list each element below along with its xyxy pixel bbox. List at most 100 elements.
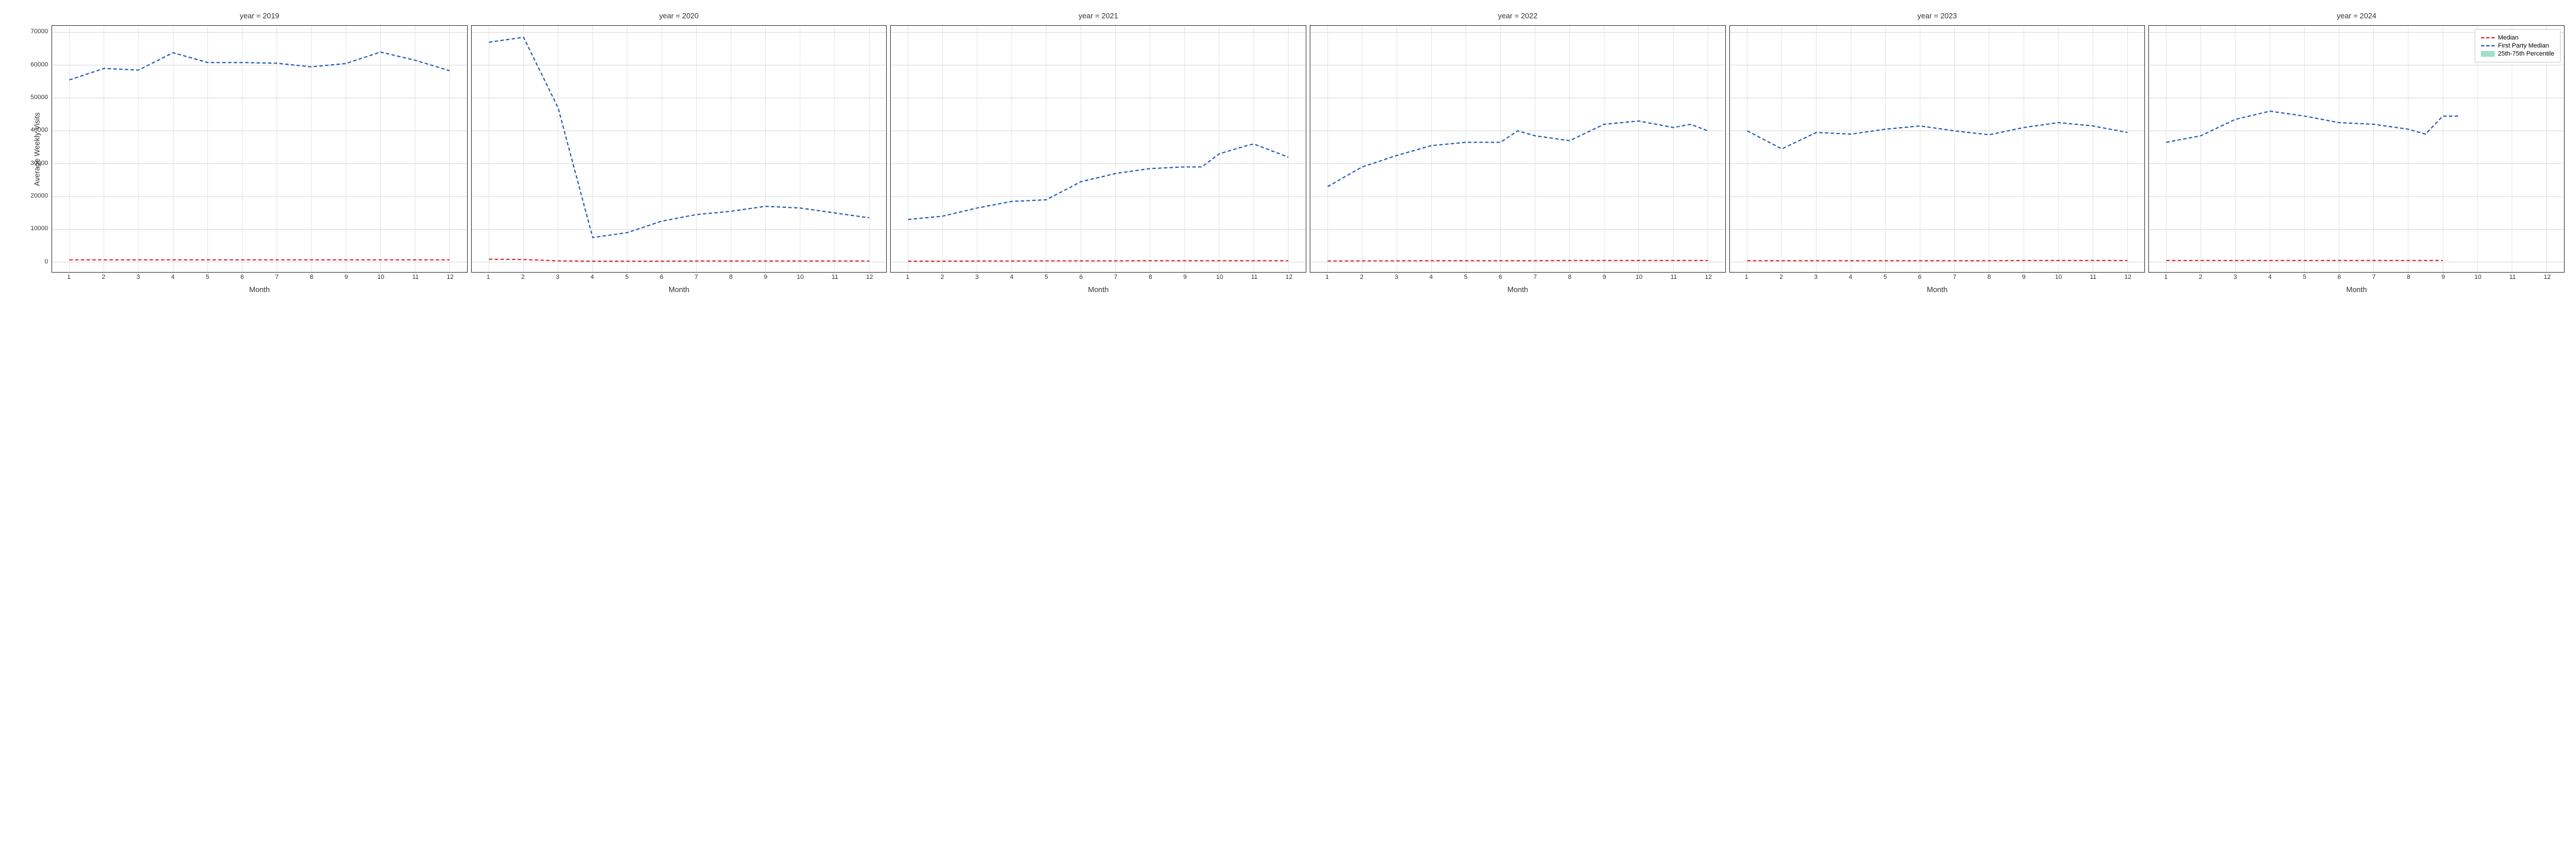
x-tick-label: 11 xyxy=(412,274,418,281)
x-tick-label: 7 xyxy=(275,274,279,281)
x-tick-label: 2 xyxy=(521,274,524,281)
x-tick-label: 6 xyxy=(1918,274,1922,281)
plot-area: MedianFirst Party Median25th-75th Percen… xyxy=(2148,25,2565,273)
x-tick-label: 12 xyxy=(1286,274,1293,281)
x-tick-label: 8 xyxy=(1148,274,1152,281)
x-tick-label: 7 xyxy=(1534,274,1537,281)
x-tick-label: 5 xyxy=(206,274,209,281)
y-axis-label: Average Weekly Visits xyxy=(33,112,41,186)
x-tick-label: 4 xyxy=(591,274,594,281)
chart-panel: year = 2022123456789101112Month xyxy=(1310,11,1726,294)
x-tick-label: 5 xyxy=(1464,274,1467,281)
panel-title: year = 2022 xyxy=(1310,11,1726,22)
x-tick-label: 12 xyxy=(1705,274,1712,281)
x-axis-label: Month xyxy=(52,285,468,294)
chart-panel: year = 2021123456789101112Month xyxy=(890,11,1306,294)
x-axis-label: Month xyxy=(1729,285,2146,294)
x-tick-label: 1 xyxy=(2164,274,2168,281)
x-tick-label: 8 xyxy=(1988,274,1991,281)
plot-area xyxy=(1729,25,2146,273)
x-tick-label: 3 xyxy=(975,274,979,281)
x-ticks: 123456789101112 xyxy=(1310,274,1726,283)
legend-item-first-party: First Party Median xyxy=(2481,42,2554,49)
x-tick-label: 7 xyxy=(1114,274,1117,281)
y-tick-label: 30000 xyxy=(30,160,48,167)
panel-title: year = 2021 xyxy=(890,11,1306,22)
x-tick-label: 10 xyxy=(797,274,804,281)
chart-panel: year = 2023123456789101112Month xyxy=(1729,11,2146,294)
x-ticks: 123456789101112 xyxy=(52,274,468,283)
chart-panel: year = 2019123456789101112Month xyxy=(52,11,468,294)
y-tick-label: 50000 xyxy=(30,94,48,101)
x-tick-label: 1 xyxy=(1325,274,1329,281)
x-tick-label: 12 xyxy=(2124,274,2131,281)
x-tick-label: 2 xyxy=(102,274,105,281)
legend: MedianFirst Party Median25th-75th Percen… xyxy=(2475,29,2561,62)
plot-svg xyxy=(1730,26,2145,272)
x-tick-label: 5 xyxy=(625,274,629,281)
x-tick-label: 7 xyxy=(1953,274,1956,281)
x-tick-label: 5 xyxy=(2303,274,2306,281)
x-tick-label: 11 xyxy=(832,274,838,281)
plot-area xyxy=(471,25,887,273)
x-tick-label: 9 xyxy=(345,274,348,281)
plot-svg xyxy=(1310,26,1725,272)
x-tick-label: 8 xyxy=(2407,274,2410,281)
x-tick-label: 4 xyxy=(1849,274,1852,281)
x-ticks: 123456789101112 xyxy=(890,274,1306,283)
y-tick-label: 40000 xyxy=(30,127,48,133)
legend-item-median: Median xyxy=(2481,34,2554,41)
x-tick-label: 6 xyxy=(1079,274,1082,281)
x-tick-label: 6 xyxy=(2337,274,2341,281)
y-tick-label: 20000 xyxy=(30,192,48,199)
x-tick-label: 8 xyxy=(729,274,733,281)
legend-label: First Party Median xyxy=(2498,42,2549,49)
legend-label: Median xyxy=(2498,34,2519,41)
x-tick-label: 11 xyxy=(2090,274,2096,281)
y-tick-label: 60000 xyxy=(30,61,48,68)
x-tick-label: 11 xyxy=(1670,274,1677,281)
x-tick-label: 1 xyxy=(1745,274,1748,281)
plot-area xyxy=(1310,25,1726,273)
x-tick-label: 9 xyxy=(2441,274,2445,281)
plot-svg xyxy=(891,26,1306,272)
y-tick-label: 10000 xyxy=(30,225,48,232)
x-tick-label: 9 xyxy=(1183,274,1187,281)
y-tick-label: 0 xyxy=(45,258,48,265)
x-tick-label: 7 xyxy=(2372,274,2376,281)
x-tick-label: 3 xyxy=(556,274,559,281)
x-tick-label: 2 xyxy=(2199,274,2202,281)
plot-svg xyxy=(52,26,467,272)
x-tick-label: 3 xyxy=(2234,274,2237,281)
legend-item-percentile: 25th-75th Percentile xyxy=(2481,50,2554,57)
legend-swatch xyxy=(2481,37,2495,38)
x-tick-label: 9 xyxy=(1603,274,1606,281)
x-tick-label: 4 xyxy=(1429,274,1433,281)
panel-title: year = 2019 xyxy=(52,11,468,22)
legend-swatch xyxy=(2481,45,2495,46)
x-tick-label: 4 xyxy=(2268,274,2271,281)
x-tick-label: 4 xyxy=(1010,274,1013,281)
x-tick-label: 1 xyxy=(906,274,910,281)
plot-svg xyxy=(2149,26,2564,272)
x-ticks: 123456789101112 xyxy=(471,274,887,283)
legend-label: 25th-75th Percentile xyxy=(2498,50,2554,57)
panel-title: year = 2020 xyxy=(471,11,887,22)
plot-area xyxy=(890,25,1306,273)
x-tick-label: 12 xyxy=(2544,274,2551,281)
x-tick-label: 7 xyxy=(694,274,698,281)
x-tick-label: 2 xyxy=(941,274,944,281)
x-axis-label: Month xyxy=(1310,285,1726,294)
x-axis-label: Month xyxy=(2148,285,2565,294)
x-tick-label: 8 xyxy=(310,274,313,281)
chart-panel: year = 2024MedianFirst Party Median25th-… xyxy=(2148,11,2565,294)
x-tick-label: 9 xyxy=(2022,274,2025,281)
x-tick-label: 4 xyxy=(171,274,175,281)
x-tick-label: 6 xyxy=(240,274,244,281)
x-axis-label: Month xyxy=(890,285,1306,294)
x-ticks: 123456789101112 xyxy=(1729,274,2146,283)
x-ticks: 123456789101112 xyxy=(2148,274,2565,283)
plot-area xyxy=(52,25,468,273)
legend-swatch xyxy=(2481,51,2495,57)
x-tick-label: 10 xyxy=(1635,274,1642,281)
